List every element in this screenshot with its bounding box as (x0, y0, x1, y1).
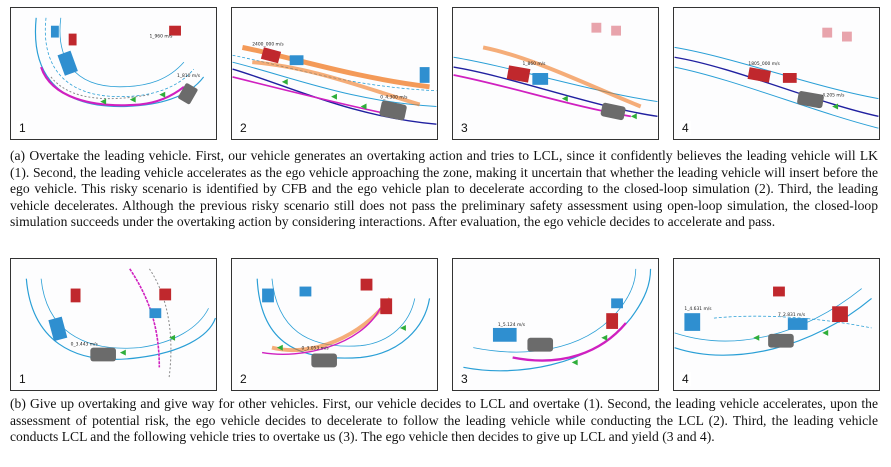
svg-text:7_2.831 m/s: 7_2.831 m/s (778, 312, 806, 318)
svg-text:1805_000 m/s: 1805_000 m/s (748, 61, 780, 67)
scene-panel-b4: 1_4.631 m/s 7_2.831 m/s 4 (673, 258, 880, 391)
scene-panel-a3: 1_860 m/s 3 (452, 7, 659, 140)
panel-number: 2 (238, 121, 249, 135)
figure-row-b: 0_3.443 m/s 1 0_3.053 m/s 2 (10, 258, 882, 393)
figure-row-a: 1_810 m/s 1_960 m/s 1 2400_000 m/s 0_4.3… (10, 7, 882, 142)
scene-panel-b1: 0_3.443 m/s 1 (10, 258, 217, 391)
svg-text:0_4.300 m/s: 0_4.300 m/s (380, 95, 408, 101)
svg-text:4.205 m/s: 4.205 m/s (822, 93, 845, 99)
scene-panel-b3: 1_5.124 m/s 3 (452, 258, 659, 391)
svg-text:2400_000 m/s: 2400_000 m/s (252, 41, 284, 47)
svg-text:1_4.631 m/s: 1_4.631 m/s (684, 306, 712, 312)
figure-caption-a: (a) Overtake the leading vehicle. First,… (10, 148, 878, 230)
svg-text:0_3.443 m/s: 0_3.443 m/s (71, 342, 99, 348)
scene-illustration: 0_3.053 m/s (256, 278, 431, 368)
svg-text:0_3.053 m/s: 0_3.053 m/s (302, 346, 330, 352)
scene-illustration: 2400_000 m/s 0_4.300 m/s (232, 41, 437, 125)
panel-number: 1 (17, 372, 28, 386)
scene-panel-a1: 1_810 m/s 1_960 m/s 1 (10, 7, 217, 140)
figure-caption-b: (b) Give up overtaking and give way for … (10, 396, 878, 445)
scene-panel-a2: 2400_000 m/s 0_4.300 m/s 2 (231, 7, 438, 140)
panel-number: 3 (459, 372, 470, 386)
svg-text:1_5.124 m/s: 1_5.124 m/s (498, 322, 526, 328)
svg-text:1_860 m/s: 1_860 m/s (523, 61, 547, 67)
scene-illustration: 1_5.124 m/s (463, 268, 652, 372)
panel-number: 4 (680, 121, 691, 135)
panel-number: 3 (459, 121, 470, 135)
panel-number: 4 (680, 372, 691, 386)
scene-illustration: 1_4.631 m/s 7_2.831 m/s (674, 286, 872, 356)
svg-text:1_810 m/s: 1_810 m/s (177, 73, 201, 79)
svg-text:1_960 m/s: 1_960 m/s (149, 34, 173, 40)
scene-illustration: 1_810 m/s 1_960 m/s (34, 17, 205, 108)
scene-panel-a4: 1805_000 m/s 4.205 m/s 4 (673, 7, 880, 140)
scene-panel-b2: 0_3.053 m/s 2 (231, 258, 438, 391)
scene-illustration: 1805_000 m/s 4.205 m/s (674, 27, 879, 129)
panel-number: 2 (238, 372, 249, 386)
scene-illustration: 1_860 m/s (453, 22, 658, 121)
panel-number: 1 (17, 121, 28, 135)
scene-illustration: 0_3.443 m/s (25, 268, 216, 378)
